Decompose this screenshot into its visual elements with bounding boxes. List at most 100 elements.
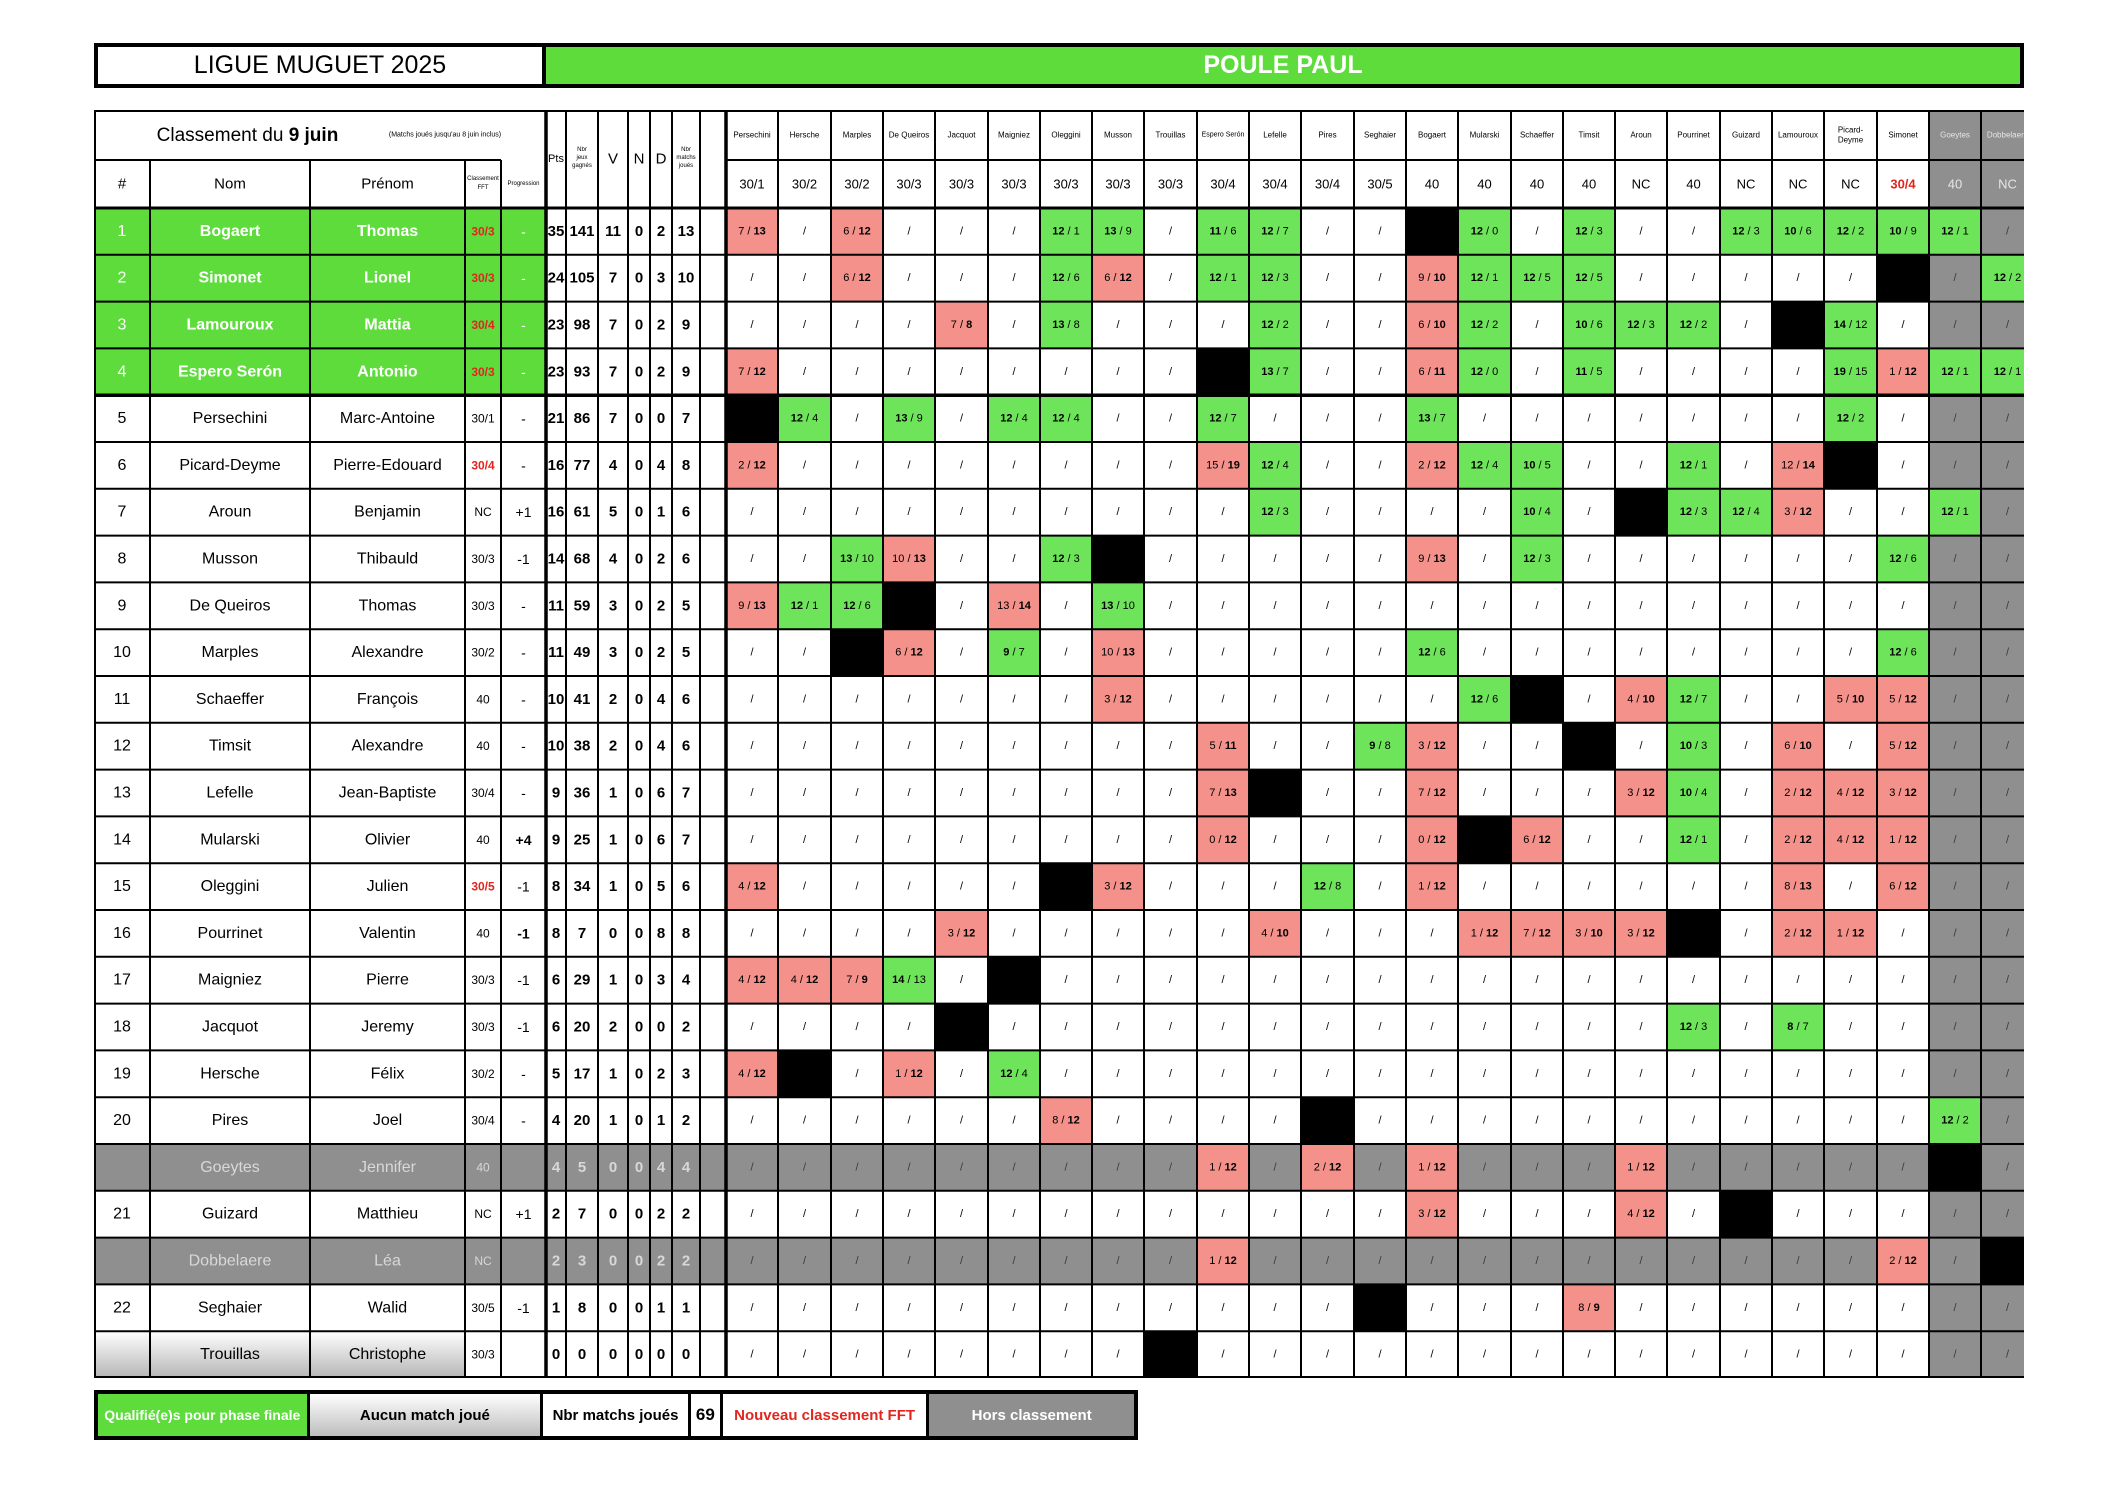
diagonal-cell bbox=[1406, 208, 1458, 255]
no-match-mark: / bbox=[2006, 1068, 2010, 1080]
no-match-mark: / bbox=[960, 1068, 964, 1080]
no-match-mark: / bbox=[1326, 834, 1330, 846]
no-match-mark: / bbox=[855, 1068, 859, 1080]
player-jeux: 34 bbox=[574, 878, 591, 895]
no-match-mark: / bbox=[1953, 693, 1957, 705]
score-text: 12 / 1 bbox=[1941, 506, 1969, 518]
player-v: 1 bbox=[609, 831, 617, 848]
player-progression: - bbox=[521, 785, 526, 801]
score-text: 12 / 2 bbox=[1261, 319, 1289, 331]
no-match-mark: / bbox=[1012, 459, 1016, 471]
no-match-mark: / bbox=[1587, 1349, 1591, 1361]
no-match-mark: / bbox=[1953, 553, 1957, 565]
no-match-mark: / bbox=[960, 834, 964, 846]
no-match-mark: / bbox=[1012, 927, 1016, 939]
player-progression: -1 bbox=[517, 879, 530, 895]
player-v: 4 bbox=[609, 457, 618, 474]
no-match-mark: / bbox=[1273, 1068, 1277, 1080]
no-match-mark: / bbox=[1796, 553, 1800, 565]
win-cell bbox=[1981, 348, 2024, 395]
player-v: 3 bbox=[609, 644, 617, 661]
no-match-mark: / bbox=[1326, 1208, 1330, 1220]
score-text: 6 / 12 bbox=[895, 647, 923, 659]
player-jeux: 98 bbox=[574, 317, 591, 334]
player-prenom: Valentin bbox=[359, 925, 416, 942]
score-text: 2 / 12 bbox=[1784, 927, 1812, 939]
no-match-mark: / bbox=[1953, 459, 1957, 471]
no-match-mark: / bbox=[1901, 600, 1905, 612]
player-v: 4 bbox=[609, 551, 618, 568]
player-matchs: 2 bbox=[682, 1019, 690, 1036]
loss-cell bbox=[1197, 1238, 1249, 1284]
no-match-mark: / bbox=[1273, 1115, 1277, 1127]
player-nom: Picard-Deyme bbox=[179, 457, 280, 474]
no-match-mark: / bbox=[1169, 553, 1173, 565]
player-pts: 8 bbox=[552, 878, 560, 895]
loss-cell bbox=[935, 302, 988, 348]
opponent-name: Musson bbox=[1104, 131, 1132, 140]
diagonal-cell bbox=[1877, 254, 1929, 302]
no-match-mark: / bbox=[1378, 693, 1382, 705]
no-match-mark: / bbox=[960, 647, 964, 659]
player-jeux: 68 bbox=[574, 551, 591, 568]
score-text: 12 / 3 bbox=[1627, 319, 1655, 331]
score-text: 5 / 10 bbox=[1837, 693, 1865, 705]
no-match-mark: / bbox=[907, 1021, 911, 1033]
win-cell bbox=[1040, 302, 1092, 348]
score-text: 12 / 2 bbox=[1941, 1115, 1969, 1127]
no-match-mark: / bbox=[1430, 506, 1434, 518]
player-nom: Bogaert bbox=[200, 223, 261, 240]
no-match-mark: / bbox=[1169, 600, 1173, 612]
no-match-mark: / bbox=[1692, 974, 1696, 986]
player-nom: Aroun bbox=[209, 504, 252, 521]
player-matchs: 7 bbox=[682, 410, 690, 427]
player-v: 2 bbox=[609, 1019, 617, 1036]
loss-cell bbox=[1301, 1144, 1354, 1191]
player-v: 0 bbox=[609, 925, 617, 942]
no-match-mark: / bbox=[1483, 1349, 1487, 1361]
score-text: 6 / 12 bbox=[1104, 272, 1132, 284]
no-match-mark: / bbox=[1430, 927, 1434, 939]
score-text: 12 / 2 bbox=[1471, 319, 1499, 331]
win-cell bbox=[1197, 255, 1249, 302]
score-text: 12 / 1 bbox=[791, 600, 819, 612]
loss-cell bbox=[1615, 1191, 1667, 1238]
loss-cell bbox=[726, 442, 778, 489]
win-cell bbox=[1824, 395, 1877, 442]
player-n: 0 bbox=[635, 597, 643, 614]
player-matchs: 1 bbox=[682, 1299, 690, 1316]
no-match-mark: / bbox=[1430, 1302, 1434, 1314]
no-match-mark: / bbox=[1901, 1068, 1905, 1080]
score-text: 13 / 10 bbox=[840, 553, 874, 565]
no-match-mark: / bbox=[1430, 974, 1434, 986]
player-v: 0 bbox=[609, 1206, 617, 1223]
no-match-mark: / bbox=[960, 1349, 964, 1361]
legend-matchs-value: 69 bbox=[691, 1394, 723, 1436]
no-match-mark: / bbox=[1169, 506, 1173, 518]
loss-cell bbox=[1824, 910, 1877, 957]
no-match-mark: / bbox=[907, 1349, 911, 1361]
no-match-mark: / bbox=[1901, 1349, 1905, 1361]
player-matchs: 7 bbox=[682, 831, 690, 848]
player-prenom: Walid bbox=[368, 1299, 407, 1316]
no-match-mark: / bbox=[1692, 647, 1696, 659]
classement-date-title: Classement du 9 juin bbox=[157, 125, 339, 146]
no-match-mark: / bbox=[1639, 1068, 1643, 1080]
win-cell bbox=[1511, 536, 1563, 582]
no-match-mark: / bbox=[1116, 740, 1120, 752]
diagonal-cell bbox=[1458, 816, 1511, 864]
score-text: 8 / 9 bbox=[1578, 1302, 1599, 1314]
no-match-mark: / bbox=[1378, 1068, 1382, 1080]
no-match-mark: / bbox=[750, 927, 754, 939]
no-match-mark: / bbox=[1116, 1161, 1120, 1173]
opponent-name: Persechini bbox=[733, 131, 771, 140]
no-match-mark: / bbox=[1587, 834, 1591, 846]
no-match-mark: / bbox=[855, 459, 859, 471]
no-match-mark: / bbox=[1012, 366, 1016, 378]
player-n: 0 bbox=[635, 223, 643, 240]
win-cell bbox=[1667, 816, 1720, 863]
no-match-mark: / bbox=[1273, 974, 1277, 986]
no-match-mark: / bbox=[1064, 600, 1068, 612]
no-match-mark: / bbox=[750, 1349, 754, 1361]
player-matchs: 6 bbox=[682, 738, 690, 755]
